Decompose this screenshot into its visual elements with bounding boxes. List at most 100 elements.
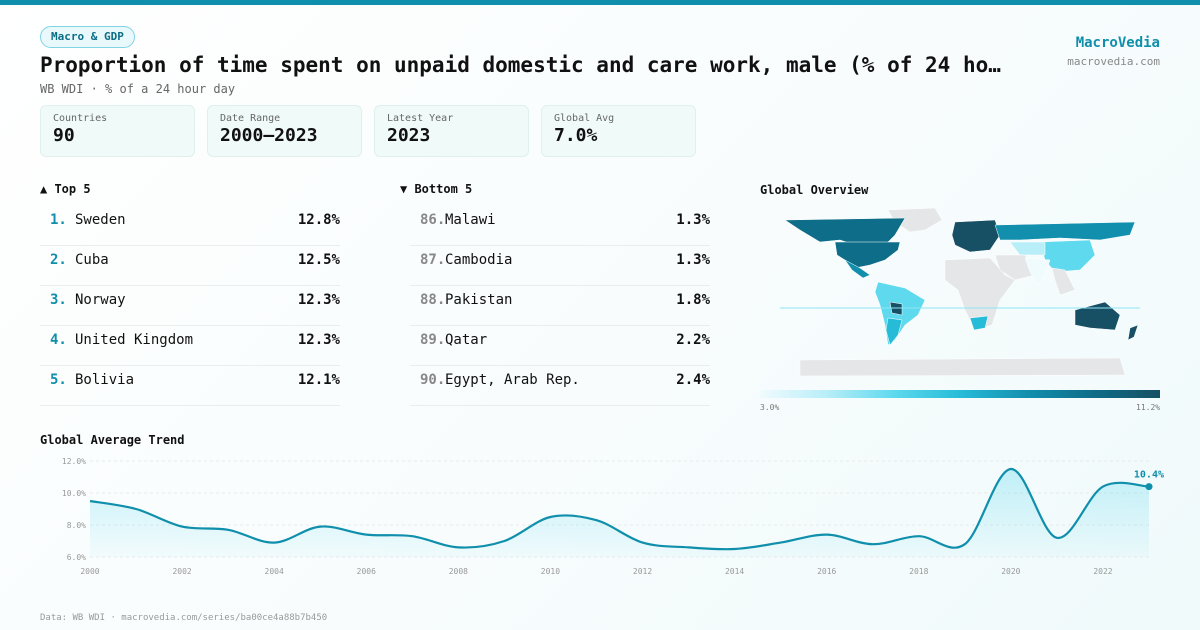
map-mexico: [844, 259, 871, 279]
last-point-marker: [1145, 483, 1153, 491]
brand-url[interactable]: macrovedia.com: [1067, 55, 1160, 68]
x-tick-label: 2016: [817, 567, 836, 576]
y-tick-label: 10.0%: [62, 489, 86, 498]
row-value: 2.2%: [676, 332, 710, 348]
x-tick-label: 2008: [449, 567, 468, 576]
y-tick-label: 12.0%: [62, 457, 86, 466]
map-antarctica: [799, 357, 1126, 377]
chart-title: Global Average Trend: [40, 433, 185, 447]
row-name: Bolivia: [75, 372, 135, 388]
top5-row[interactable]: 5. Bolivia 12.1%: [40, 366, 340, 406]
stat-date-range: Date Range 2000–2023: [207, 105, 362, 157]
map-argentina: [885, 317, 903, 346]
row-name: Cuba: [75, 252, 109, 268]
x-tick-label: 2022: [1093, 567, 1112, 576]
row-name: Cambodia: [445, 252, 513, 268]
stat-global-avg: Global Avg 7.0%: [541, 105, 696, 157]
row-rank: 3.: [50, 292, 67, 308]
row-rank: 90.: [420, 372, 446, 388]
stat-label: Latest Year: [387, 113, 454, 124]
map-australia: [1074, 301, 1121, 331]
map-middle-east: [994, 254, 1036, 281]
row-value: 12.8%: [297, 212, 340, 228]
x-tick-label: 2020: [1001, 567, 1020, 576]
stat-value: 90: [53, 125, 75, 146]
stat-label: Global Avg: [554, 113, 615, 124]
top-accent-bar: [0, 0, 1200, 5]
top5-row[interactable]: 1. Sweden 12.8%: [40, 206, 340, 246]
x-tick-label: 2018: [909, 567, 928, 576]
bottom5-heading: ▼ Bottom 5: [400, 182, 473, 196]
row-name: Sweden: [75, 212, 126, 228]
map-usa: [834, 241, 901, 269]
row-name: Qatar: [445, 332, 488, 348]
scale-min-label: 3.0%: [760, 403, 780, 412]
row-value: 12.1%: [297, 372, 340, 388]
stat-latest-year: Latest Year 2023: [374, 105, 529, 157]
x-tick-label: 2000: [80, 567, 99, 576]
page-subtitle: WB WDI · % of a 24 hour day: [40, 82, 236, 96]
map-new-zealand: [1127, 324, 1139, 341]
row-value: 12.5%: [297, 252, 340, 268]
row-name: Egypt, Arab Rep.: [445, 372, 580, 388]
row-rank: 88.: [420, 292, 446, 308]
page-title: Proportion of time spent on unpaid domes…: [40, 53, 1010, 77]
category-tag[interactable]: Macro & GDP: [40, 26, 135, 48]
row-name: Pakistan: [445, 292, 513, 308]
map-russia: [994, 221, 1136, 241]
brand-logo[interactable]: MacroVedia: [1075, 35, 1160, 51]
stat-value: 2023: [387, 125, 431, 146]
stat-label: Countries: [53, 113, 108, 124]
row-value: 1.8%: [676, 292, 710, 308]
row-value: 1.3%: [676, 212, 710, 228]
map-kazakhstan: [1009, 241, 1046, 256]
row-rank: 86.: [420, 212, 446, 228]
top5-heading: ▲ Top 5: [40, 182, 91, 196]
scale-max-label: 11.2%: [1136, 403, 1161, 412]
top5-row[interactable]: 2. Cuba 12.5%: [40, 246, 340, 286]
y-tick-label: 6.0%: [67, 553, 86, 562]
row-name: Norway: [75, 292, 126, 308]
row-rank: 5.: [50, 372, 67, 388]
row-rank: 4.: [50, 332, 67, 348]
stat-countries: Countries 90: [40, 105, 195, 157]
map-india: [1024, 257, 1051, 286]
row-value: 2.4%: [676, 372, 710, 388]
map-heading: Global Overview: [760, 183, 869, 197]
last-value-label: 10.4%: [1134, 470, 1164, 481]
color-scale-bar: [760, 390, 1160, 398]
top5-row[interactable]: 4. United Kingdom 12.3%: [40, 326, 340, 366]
x-tick-label: 2002: [172, 567, 191, 576]
footer-source: Data: WB WDI · macrovedia.com/series/ba0…: [40, 613, 328, 623]
stat-value: 7.0%: [554, 125, 598, 146]
trend-line: [89, 467, 1150, 551]
row-rank: 87.: [420, 252, 446, 268]
row-rank: 89.: [420, 332, 446, 348]
row-rank: 1.: [50, 212, 67, 228]
row-rank: 2.: [50, 252, 67, 268]
row-value: 1.3%: [676, 252, 710, 268]
x-tick-label: 2014: [725, 567, 744, 576]
trend-chart: 6.0% 8.0% 10.0% 12.0% 2000 2002 2004 2006 2008 20…: [62, 457, 1164, 576]
map-se-asia: [1051, 267, 1076, 296]
x-tick-label: 2010: [541, 567, 560, 576]
bottom5-row[interactable]: 88. Pakistan 1.8%: [410, 286, 710, 326]
row-value: 12.3%: [297, 292, 340, 308]
x-tick-label: 2006: [357, 567, 376, 576]
bottom5-row[interactable]: 90. Egypt, Arab Rep. 2.4%: [410, 366, 710, 406]
bottom5-row[interactable]: 87. Cambodia 1.3%: [410, 246, 710, 286]
row-value: 12.3%: [297, 332, 340, 348]
x-tick-label: 2012: [633, 567, 652, 576]
row-name: United Kingdom: [75, 332, 194, 348]
bottom5-row[interactable]: 86. Malawi 1.3%: [410, 206, 710, 246]
map-china: [1039, 239, 1096, 273]
top5-row[interactable]: 3. Norway 12.3%: [40, 286, 340, 326]
stat-value: 2000–2023: [220, 125, 318, 146]
row-name: Malawi: [445, 212, 496, 228]
bottom5-row[interactable]: 89. Qatar 2.2%: [410, 326, 710, 366]
y-tick-label: 8.0%: [67, 521, 86, 530]
x-tick-label: 2004: [265, 567, 284, 576]
map-europe: [951, 219, 1001, 253]
trend-area: [90, 468, 1149, 557]
stat-label: Date Range: [220, 113, 281, 124]
